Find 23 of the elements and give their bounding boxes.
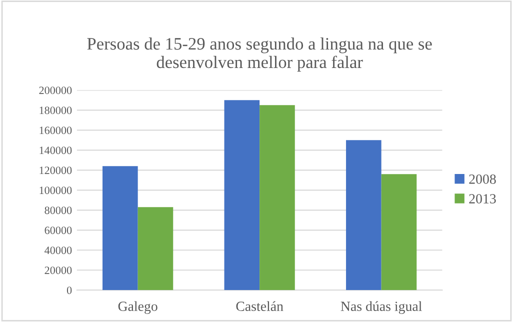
- y-tick-label: 180000: [40, 106, 72, 114]
- bar: [260, 105, 295, 290]
- bar: [346, 140, 382, 290]
- y-tick-label: 80000: [44, 206, 72, 214]
- y-tick-label: 40000: [44, 246, 72, 254]
- legend-label: 2013: [469, 194, 496, 204]
- y-tick-label: 120000: [40, 166, 72, 174]
- chart-title: Persoas de 15-29 anos segundo a lingua na que se desenvolven mellor para falar: [87, 37, 432, 72]
- y-tick-label: 160000: [40, 126, 72, 134]
- bar: [102, 166, 138, 290]
- y-tick-label: 200000: [39, 86, 72, 94]
- y-tick-label: 0: [66, 286, 72, 294]
- y-tick-label: 60000: [44, 226, 72, 234]
- legend-label: 2008: [469, 174, 496, 184]
- x-tick-label: Nas dúas igual: [340, 301, 422, 314]
- bar: [224, 100, 260, 290]
- y-tick-label: 20000: [44, 266, 72, 274]
- y-tick-label: 140000: [40, 146, 72, 154]
- x-tick-label: Galego: [118, 301, 158, 314]
- bar: [138, 207, 174, 290]
- y-tick-label: 100000: [40, 186, 72, 194]
- x-tick-label: Castelán: [236, 301, 284, 312]
- bar: [381, 174, 417, 290]
